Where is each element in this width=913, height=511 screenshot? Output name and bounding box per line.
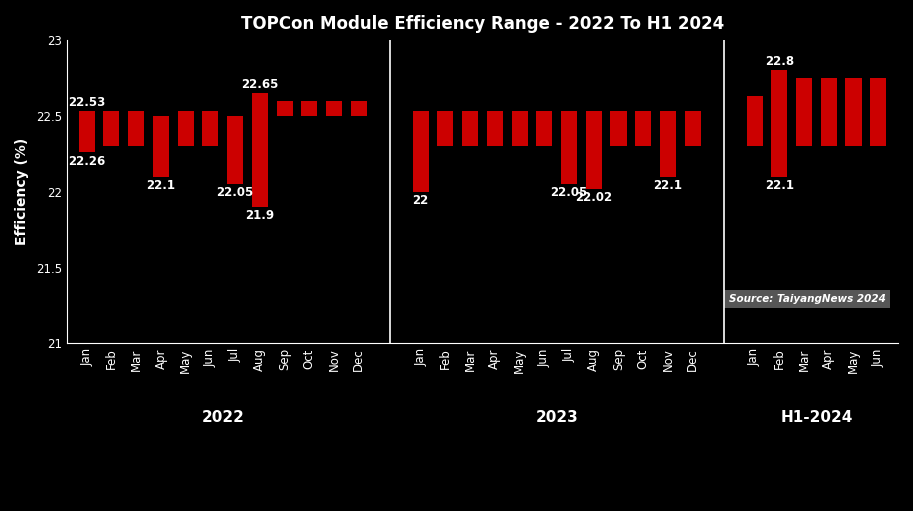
Bar (511, 111, 528, 146)
Bar (821, 78, 837, 146)
Y-axis label: Efficiency (%): Efficiency (%) (15, 138, 29, 245)
Bar (79, 111, 95, 152)
Text: Source: TaiyangNews 2024: Source: TaiyangNews 2024 (729, 294, 886, 304)
Text: 22: 22 (413, 194, 429, 207)
Bar (413, 111, 429, 192)
Text: 22.65: 22.65 (241, 78, 278, 91)
Bar (351, 101, 367, 116)
Text: 22.05: 22.05 (551, 187, 588, 199)
Text: H1-2024: H1-2024 (781, 410, 853, 425)
Bar (536, 111, 552, 146)
Bar (635, 111, 651, 146)
Bar (796, 78, 812, 146)
Bar (586, 111, 602, 189)
Bar (845, 78, 862, 146)
Text: 22.1: 22.1 (146, 179, 175, 192)
Bar (611, 111, 626, 146)
Bar (178, 111, 194, 146)
Bar (128, 111, 144, 146)
Text: 2023: 2023 (535, 410, 578, 425)
Bar (252, 93, 268, 207)
Text: 22.1: 22.1 (654, 179, 683, 192)
Bar (685, 111, 701, 146)
Bar (326, 101, 342, 116)
Text: 22.02: 22.02 (575, 191, 613, 204)
Text: 22.1: 22.1 (765, 179, 793, 192)
Bar (561, 111, 577, 184)
Bar (301, 101, 318, 116)
Bar (747, 96, 762, 146)
Bar (771, 71, 787, 177)
Text: 22.53: 22.53 (68, 96, 105, 109)
Bar (462, 111, 478, 146)
Bar (227, 116, 243, 184)
Bar (487, 111, 503, 146)
Title: TOPCon Module Efficiency Range - 2022 To H1 2024: TOPCon Module Efficiency Range - 2022 To… (241, 15, 724, 33)
Text: 21.9: 21.9 (246, 209, 275, 222)
Bar (870, 78, 887, 146)
Text: 22.26: 22.26 (68, 155, 105, 168)
Bar (437, 111, 454, 146)
Text: 22.8: 22.8 (765, 55, 793, 68)
Bar (152, 116, 169, 177)
Text: 2022: 2022 (202, 410, 244, 425)
Bar (660, 111, 676, 177)
Bar (103, 111, 120, 146)
Bar (203, 111, 218, 146)
Bar (277, 101, 293, 116)
Text: 22.05: 22.05 (216, 187, 254, 199)
